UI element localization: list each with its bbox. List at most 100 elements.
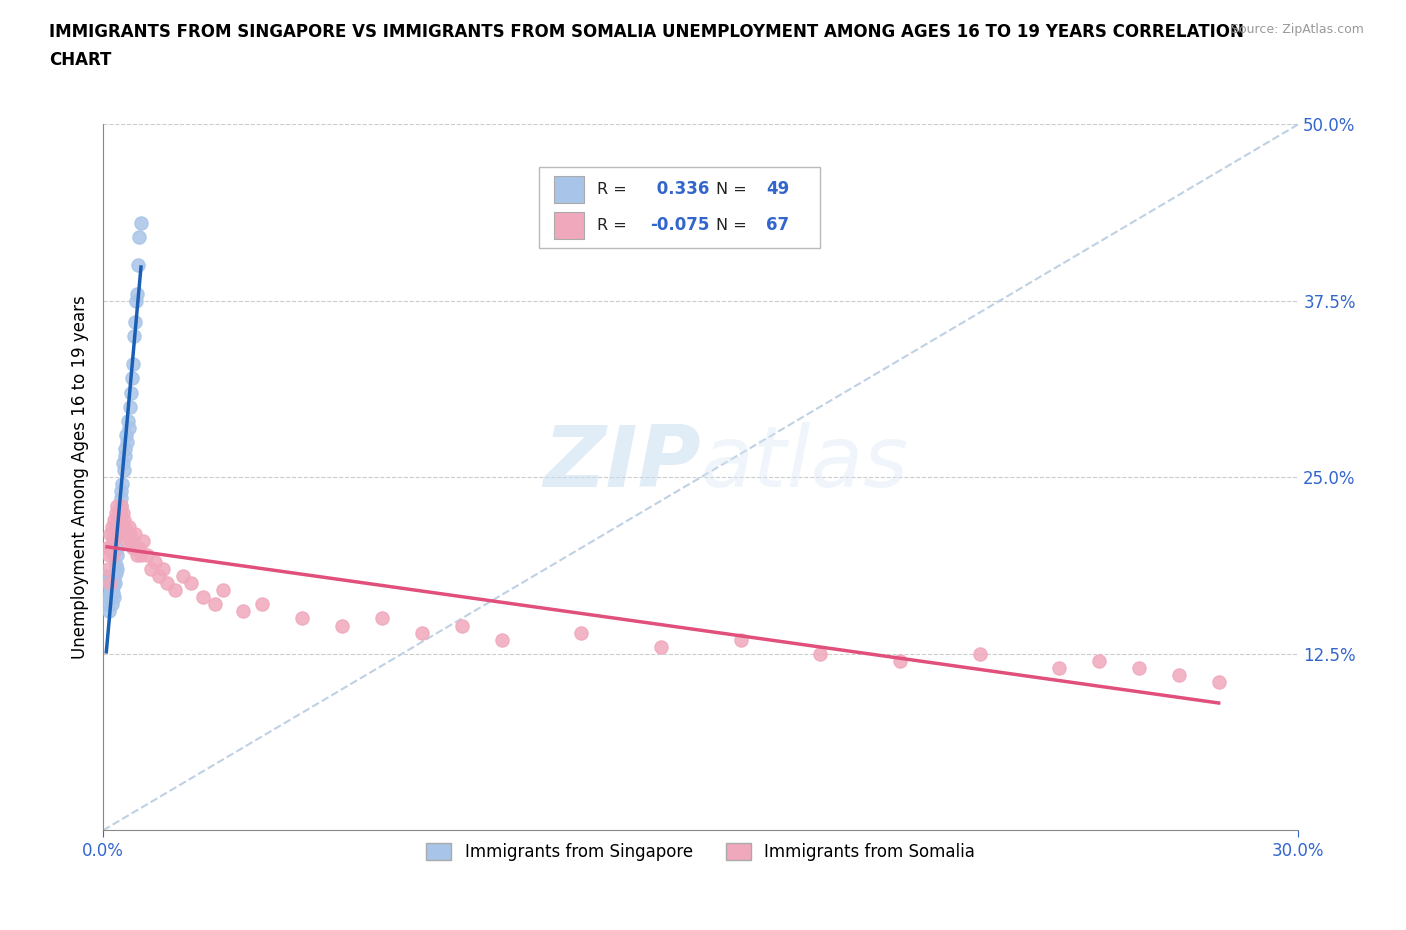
Point: [110, 510, 132, 525]
Point: [112, 456, 135, 471]
Text: N =: N =: [716, 182, 747, 197]
Point: [96, 568, 118, 583]
Point: [172, 568, 194, 583]
Point: [152, 562, 174, 577]
Text: N =: N =: [716, 218, 747, 232]
Point: [108, 519, 131, 534]
Point: [105, 562, 128, 577]
Point: [98, 604, 121, 618]
Point: [122, 540, 145, 555]
Text: IMMIGRANTS FROM SINGAPORE VS IMMIGRANTS FROM SOMALIA UNEMPLOYMENT AMONG AGES 16 : IMMIGRANTS FROM SINGAPORE VS IMMIGRANTS …: [49, 23, 1244, 41]
Point: [108, 505, 131, 520]
Point: [107, 526, 129, 541]
FancyBboxPatch shape: [540, 166, 820, 248]
Point: [211, 583, 233, 598]
Point: [98, 576, 121, 591]
Point: [128, 540, 150, 555]
Point: [163, 583, 186, 598]
Point: [156, 576, 179, 591]
Point: [136, 548, 159, 563]
Point: [110, 491, 132, 506]
Point: [808, 646, 831, 661]
Point: [110, 498, 132, 513]
Point: [125, 286, 148, 301]
Point: [114, 442, 136, 457]
Point: [115, 434, 138, 449]
Y-axis label: Unemployment Among Ages 16 to 19 years: Unemployment Among Ages 16 to 19 years: [72, 296, 89, 659]
Point: [115, 428, 138, 443]
Text: -0.075: -0.075: [651, 216, 710, 234]
Point: [1088, 654, 1111, 669]
Point: [108, 515, 131, 530]
Point: [491, 632, 513, 647]
Point: [101, 548, 124, 563]
Point: [97, 562, 120, 577]
Point: [111, 477, 134, 492]
Point: [129, 548, 152, 563]
Point: [125, 548, 148, 563]
Point: [101, 583, 124, 598]
Point: [103, 590, 125, 604]
Point: [1047, 660, 1070, 675]
Text: CHART: CHART: [49, 51, 111, 69]
Point: [291, 611, 314, 626]
Point: [112, 512, 135, 527]
Point: [103, 572, 125, 587]
Point: [124, 526, 146, 541]
Point: [107, 519, 129, 534]
Point: [180, 576, 202, 591]
Point: [252, 597, 274, 612]
Text: atlas: atlas: [700, 421, 908, 505]
Point: [889, 654, 911, 669]
Text: Source: ZipAtlas.com: Source: ZipAtlas.com: [1230, 23, 1364, 36]
Point: [232, 604, 254, 618]
Point: [103, 526, 125, 541]
Point: [204, 597, 226, 612]
Point: [120, 526, 142, 541]
Point: [132, 534, 155, 549]
Text: 67: 67: [766, 216, 790, 234]
Point: [105, 526, 128, 541]
Point: [105, 498, 128, 513]
Point: [101, 586, 124, 601]
Point: [115, 534, 138, 549]
Point: [100, 540, 122, 555]
Point: [117, 420, 139, 435]
Point: [114, 519, 136, 534]
Point: [97, 590, 120, 604]
Point: [110, 498, 132, 513]
Text: R =: R =: [596, 218, 627, 232]
Point: [110, 484, 132, 498]
FancyBboxPatch shape: [554, 176, 583, 203]
Point: [125, 293, 148, 308]
Point: [129, 216, 152, 231]
Point: [148, 568, 170, 583]
Point: [120, 534, 142, 549]
Point: [107, 512, 129, 527]
Point: [108, 505, 131, 520]
FancyBboxPatch shape: [554, 212, 583, 238]
Text: 49: 49: [766, 180, 790, 198]
Point: [100, 568, 122, 583]
Point: [112, 463, 135, 478]
Point: [98, 576, 121, 591]
Legend: Immigrants from Singapore, Immigrants from Somalia: Immigrants from Singapore, Immigrants fr…: [419, 836, 981, 868]
Point: [97, 576, 120, 591]
Point: [1128, 660, 1150, 675]
Point: [120, 385, 142, 400]
Point: [969, 646, 991, 661]
Point: [108, 512, 131, 527]
Point: [101, 576, 124, 591]
Point: [650, 639, 672, 654]
Point: [98, 590, 121, 604]
Point: [104, 505, 127, 520]
Point: [411, 625, 433, 640]
Point: [120, 399, 142, 414]
Point: [127, 258, 149, 272]
Point: [96, 597, 118, 612]
Point: [104, 519, 127, 534]
Point: [104, 576, 127, 591]
Text: ZIP: ZIP: [543, 421, 700, 505]
Point: [101, 597, 124, 612]
Point: [450, 618, 472, 633]
